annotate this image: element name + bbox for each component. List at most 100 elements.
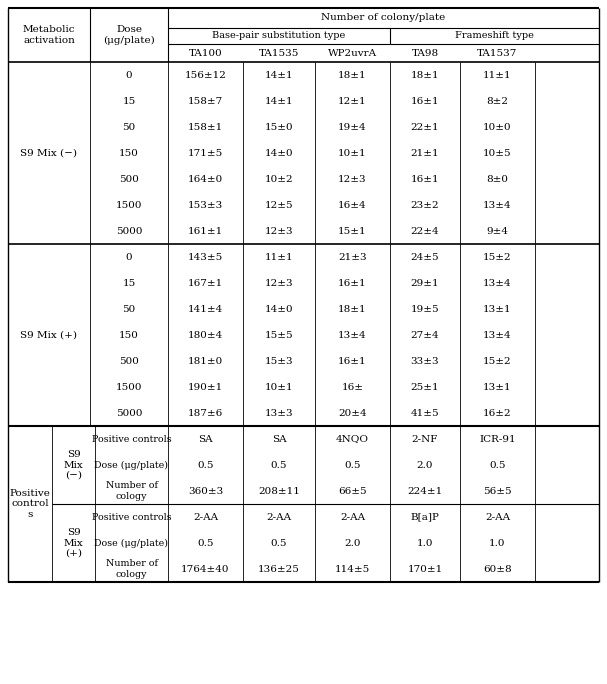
Text: SA: SA [272, 434, 287, 443]
Text: 1.0: 1.0 [417, 538, 433, 547]
Text: 12±1: 12±1 [338, 96, 367, 105]
Text: S9
Mix
(+): S9 Mix (+) [64, 528, 83, 558]
Text: 15: 15 [123, 278, 135, 287]
Text: 13±1: 13±1 [483, 304, 512, 313]
Text: 10±2: 10±2 [265, 174, 293, 183]
Text: 14±1: 14±1 [265, 70, 293, 79]
Text: Dose
(μg/plate): Dose (μg/plate) [103, 25, 155, 44]
Text: 156±12: 156±12 [185, 70, 226, 79]
Text: 164±0: 164±0 [188, 174, 223, 183]
Text: 2.0: 2.0 [344, 538, 361, 547]
Text: 150: 150 [119, 148, 139, 157]
Text: 16±4: 16±4 [338, 200, 367, 209]
Text: 9±4: 9±4 [486, 226, 509, 235]
Text: 21±3: 21±3 [338, 252, 367, 261]
Text: SA: SA [198, 434, 213, 443]
Text: Number of
cology: Number of cology [106, 482, 157, 501]
Text: 20±4: 20±4 [338, 408, 367, 417]
Text: Dose (μg/plate): Dose (μg/plate) [95, 460, 169, 469]
Text: TA98: TA98 [412, 49, 439, 57]
Text: 167±1: 167±1 [188, 278, 223, 287]
Text: 14±0: 14±0 [265, 148, 293, 157]
Text: 29±1: 29±1 [411, 278, 439, 287]
Text: 18±1: 18±1 [338, 70, 367, 79]
Text: TA1535: TA1535 [259, 49, 299, 57]
Text: 13±3: 13±3 [265, 408, 293, 417]
Text: 181±0: 181±0 [188, 356, 223, 365]
Text: 0.5: 0.5 [489, 460, 506, 469]
Text: 0.5: 0.5 [344, 460, 361, 469]
Text: Metabolic
activation: Metabolic activation [22, 25, 75, 44]
Text: 208±11: 208±11 [258, 486, 300, 495]
Text: 0: 0 [126, 252, 132, 261]
Text: 143±5: 143±5 [188, 252, 223, 261]
Text: 161±1: 161±1 [188, 226, 223, 235]
Text: 114±5: 114±5 [335, 564, 370, 573]
Text: 18±1: 18±1 [411, 70, 439, 79]
Text: 13±4: 13±4 [483, 278, 512, 287]
Text: S9 Mix (+): S9 Mix (+) [21, 330, 78, 339]
Text: 153±3: 153±3 [188, 200, 223, 209]
Text: Positive controls: Positive controls [92, 434, 171, 443]
Text: 12±3: 12±3 [265, 278, 293, 287]
Text: ICR-91: ICR-91 [479, 434, 516, 443]
Text: 187±6: 187±6 [188, 408, 223, 417]
Text: 16±2: 16±2 [483, 408, 512, 417]
Text: 2-AA: 2-AA [193, 512, 218, 521]
Text: 2.0: 2.0 [417, 460, 433, 469]
Text: 0.5: 0.5 [197, 460, 214, 469]
Text: 13±4: 13±4 [483, 330, 512, 339]
Text: 180±4: 180±4 [188, 330, 223, 339]
Text: 0.5: 0.5 [197, 538, 214, 547]
Text: 171±5: 171±5 [188, 148, 223, 157]
Text: Positive
control
s: Positive control s [10, 489, 50, 519]
Text: 15±2: 15±2 [483, 356, 512, 365]
Text: 15±3: 15±3 [265, 356, 293, 365]
Text: 5000: 5000 [116, 226, 142, 235]
Text: 22±1: 22±1 [411, 122, 439, 131]
Text: 0.5: 0.5 [271, 538, 287, 547]
Text: 8±2: 8±2 [486, 96, 509, 105]
Text: 224±1: 224±1 [407, 486, 443, 495]
Text: 500: 500 [119, 174, 139, 183]
Text: B[a]P: B[a]P [410, 512, 439, 521]
Text: 15±5: 15±5 [265, 330, 293, 339]
Text: 1500: 1500 [116, 200, 142, 209]
Text: 4NQO: 4NQO [336, 434, 369, 443]
Text: 13±4: 13±4 [338, 330, 367, 339]
Text: 136±25: 136±25 [258, 564, 300, 573]
Text: 1764±40: 1764±40 [181, 564, 230, 573]
Text: 56±5: 56±5 [483, 486, 512, 495]
Text: Base-pair substitution type: Base-pair substitution type [212, 31, 345, 40]
Text: S9
Mix
(−): S9 Mix (−) [64, 450, 83, 480]
Text: 2-AA: 2-AA [340, 512, 365, 521]
Text: 11±1: 11±1 [265, 252, 293, 261]
Text: 2-AA: 2-AA [266, 512, 291, 521]
Text: 360±3: 360±3 [188, 486, 223, 495]
Text: 14±0: 14±0 [265, 304, 293, 313]
Text: 10±1: 10±1 [338, 148, 367, 157]
Text: WP2uvrA: WP2uvrA [328, 49, 377, 57]
Text: 15: 15 [123, 96, 135, 105]
Text: 16±1: 16±1 [338, 356, 367, 365]
Text: S9 Mix (−): S9 Mix (−) [21, 148, 78, 157]
Text: 18±1: 18±1 [338, 304, 367, 313]
Text: 500: 500 [119, 356, 139, 365]
Text: TA100: TA100 [189, 49, 222, 57]
Text: 23±2: 23±2 [411, 200, 439, 209]
Text: 150: 150 [119, 330, 139, 339]
Text: 141±4: 141±4 [188, 304, 223, 313]
Text: 2-AA: 2-AA [485, 512, 510, 521]
Text: 50: 50 [123, 122, 135, 131]
Text: 10±1: 10±1 [265, 382, 293, 391]
Text: 21±1: 21±1 [411, 148, 439, 157]
Text: 16±1: 16±1 [411, 96, 439, 105]
Text: 10±0: 10±0 [483, 122, 512, 131]
Text: 16±1: 16±1 [411, 174, 439, 183]
Text: TA1537: TA1537 [477, 49, 518, 57]
Text: 1500: 1500 [116, 382, 142, 391]
Text: 158±7: 158±7 [188, 96, 223, 105]
Text: 66±5: 66±5 [338, 486, 367, 495]
Text: 170±1: 170±1 [407, 564, 443, 573]
Text: 22±4: 22±4 [411, 226, 439, 235]
